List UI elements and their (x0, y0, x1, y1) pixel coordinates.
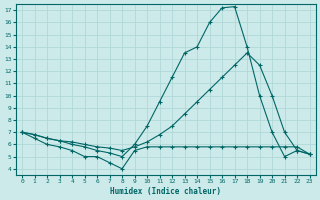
X-axis label: Humidex (Indice chaleur): Humidex (Indice chaleur) (110, 187, 221, 196)
